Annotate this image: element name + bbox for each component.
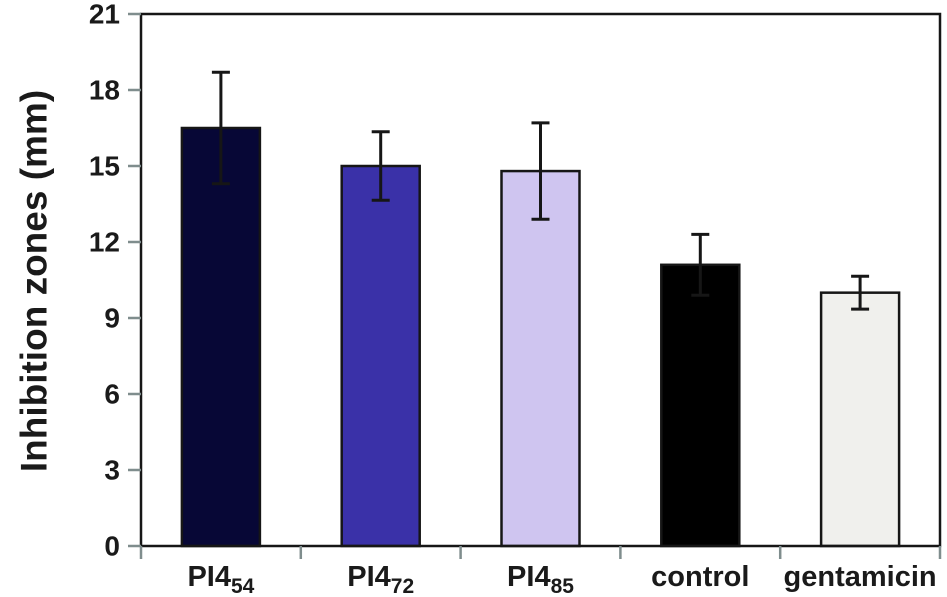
error-bar-pi4-54 [211, 70, 230, 186]
x-tick-label-pi4-72: PI472 [347, 561, 414, 597]
y-tick-label-21: 21 [89, 0, 120, 30]
x-tick-label-control: control [651, 561, 749, 593]
error-bar-pi4-72 [371, 130, 390, 202]
error-bar-pi4-85 [531, 121, 550, 221]
error-bar-control [691, 232, 710, 297]
tick-marks-layer [128, 12, 942, 559]
bar-control [660, 263, 741, 548]
plot-frame-layer [139, 12, 942, 548]
x-tick-label-gentamicin: gentamicin [784, 561, 937, 593]
x-tick-label-pi4-54: PI454 [187, 561, 254, 597]
y-tick-label-9: 9 [104, 303, 120, 334]
bar-pi4-72 [340, 164, 421, 548]
y-tick-label-3: 3 [104, 455, 120, 486]
y-tick-label-18: 18 [89, 75, 120, 106]
bar-gentamicin [819, 291, 901, 548]
y-tick-label-6: 6 [104, 379, 120, 410]
y-tick-label-0: 0 [104, 531, 120, 562]
axis-labels-layer: PI454 PI472 PI485 control gentamicin 0 3 6 9 12 15… [89, 0, 937, 597]
error-bar-gentamicin [851, 274, 870, 311]
error-bars-layer [211, 70, 870, 311]
bar-pi4-54 [180, 126, 262, 548]
plot-area-frame [139, 12, 942, 548]
x-tick-label-pi4-85: PI485 [507, 561, 574, 597]
y-axis-title: Inhibition zones (mm) [14, 90, 55, 472]
y-tick-label-12: 12 [89, 227, 120, 258]
y-tick-label-15: 15 [89, 151, 120, 182]
bar-pi4-85 [500, 169, 581, 548]
